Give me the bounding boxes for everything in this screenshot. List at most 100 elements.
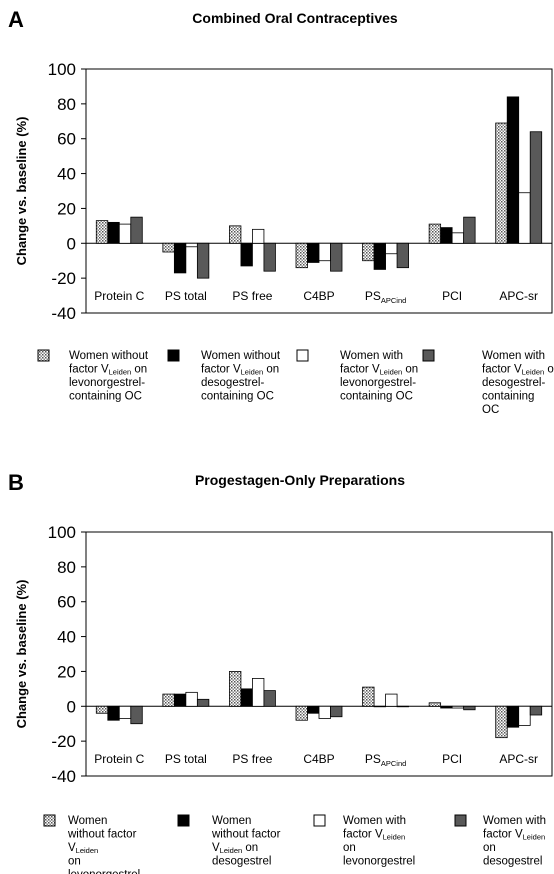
bar — [440, 227, 453, 244]
legend-label-subscript: Leiden — [241, 368, 264, 377]
category-label: Protein C — [94, 752, 144, 766]
legend-swatch — [313, 814, 326, 827]
category-label-main: PS free — [232, 752, 272, 766]
legend-label: levonorgestrel- — [69, 377, 145, 389]
category-label-main: PS total — [165, 752, 207, 766]
bar — [263, 690, 276, 707]
y-tick-label: -20 — [51, 732, 76, 751]
category-label-main: Protein C — [94, 289, 144, 303]
bar — [173, 242, 187, 274]
legend-label: factor VLeiden on — [69, 364, 147, 377]
bar — [362, 686, 375, 707]
legend-label: desogestrel- — [201, 377, 264, 389]
y-axis-label: Change vs. baseline (%) — [14, 117, 29, 266]
legend-swatch — [454, 814, 467, 827]
bar — [229, 671, 242, 707]
bar — [162, 242, 175, 253]
legend-label: VLeiden on — [212, 842, 258, 855]
legend-label: containing OC — [69, 391, 142, 403]
legend-label: on — [68, 856, 81, 868]
bar — [385, 693, 398, 707]
category-label: PSAPCind — [365, 289, 406, 305]
y-tick-label: 80 — [57, 558, 76, 577]
legend-label-text: Women without — [201, 350, 281, 362]
bar — [307, 705, 320, 714]
legend-label: without factor — [211, 829, 281, 841]
bar — [529, 705, 543, 716]
bar — [107, 221, 120, 244]
category-label: C4BP — [303, 752, 334, 766]
legend-label-subscript: Leiden — [383, 833, 406, 842]
legend-label: on — [483, 842, 496, 854]
category-label: Protein C — [94, 289, 144, 303]
bar — [330, 242, 343, 272]
legend-label-text: containing — [482, 391, 534, 403]
chart-layer: A Combined Oral Contraceptives Change vs. … — [8, 7, 554, 874]
category-label: PS total — [165, 289, 207, 303]
panel-letter: A — [8, 7, 24, 32]
legend-label-subscript: Leiden — [76, 846, 99, 855]
bar — [396, 242, 409, 269]
legend-label-text: desogestrel- — [482, 377, 545, 389]
legend-label: Women with — [483, 815, 546, 827]
y-tick-label: 40 — [57, 165, 76, 184]
legend-label-text: factor V — [201, 364, 241, 376]
category-label-main: PCI — [442, 752, 462, 766]
bar — [130, 216, 143, 244]
bar — [118, 223, 132, 244]
legend-label-text: factor V — [483, 829, 523, 841]
legend-label-text: on — [242, 842, 258, 854]
y-tick-label: 0 — [67, 697, 76, 716]
legend-label-text: on — [544, 364, 554, 376]
legend-label-text: on — [402, 364, 418, 376]
bar — [428, 223, 442, 244]
legend-label-text: containing OC — [201, 391, 274, 403]
bar — [252, 228, 265, 244]
category-label: PCI — [442, 752, 462, 766]
category-label: APC-sr — [499, 752, 538, 766]
bar — [362, 242, 375, 262]
legend-label-text: on — [343, 842, 356, 854]
bar — [162, 693, 175, 707]
legend-label-text: on — [263, 364, 279, 376]
y-tick-label: -20 — [51, 269, 76, 288]
legend-label: levonorgestrel — [343, 856, 415, 868]
bar — [518, 192, 531, 244]
bar — [506, 705, 520, 728]
y-tick-label: 20 — [57, 662, 76, 681]
legend-label-text: V — [68, 842, 76, 854]
bar — [295, 242, 308, 269]
bar — [318, 242, 331, 262]
legend-label: containing — [482, 391, 534, 403]
y-tick-label: 0 — [67, 234, 76, 253]
legend-label: levonorgestrel- — [340, 377, 416, 389]
legend-label: levonorgestrel — [68, 869, 140, 874]
legend-label: factor VLeiden on — [340, 364, 418, 377]
bar — [518, 705, 531, 726]
plot-frame — [85, 68, 553, 314]
category-label-subscript: APCind — [381, 759, 406, 768]
category-label: APC-sr — [499, 289, 538, 303]
category-label-main: APC-sr — [499, 752, 538, 766]
category-label: C4BP — [303, 289, 334, 303]
bar — [196, 242, 210, 279]
legend-label-text: on — [68, 856, 81, 868]
legend-label-text: levonorgestrel — [343, 856, 415, 868]
legend-swatch — [43, 814, 56, 827]
bar — [506, 96, 520, 244]
legend-label: Women with — [482, 350, 545, 362]
legend-swatch — [167, 349, 180, 362]
legend-label: OC — [482, 404, 499, 416]
category-label-main: PS free — [232, 289, 272, 303]
legend-label-subscript: Leiden — [522, 368, 545, 377]
panel-letter: B — [8, 470, 24, 495]
legend-label-text: desogestrel — [212, 856, 271, 868]
legend-label-text: factor V — [340, 364, 380, 376]
bar — [373, 242, 386, 270]
legend-swatch — [422, 349, 435, 362]
category-label-main: Protein C — [94, 752, 144, 766]
y-tick-label: 60 — [57, 130, 76, 149]
category-label-subscript: APCind — [381, 296, 406, 305]
y-tick-label: 40 — [57, 628, 76, 647]
y-tick-label: 100 — [48, 523, 76, 542]
